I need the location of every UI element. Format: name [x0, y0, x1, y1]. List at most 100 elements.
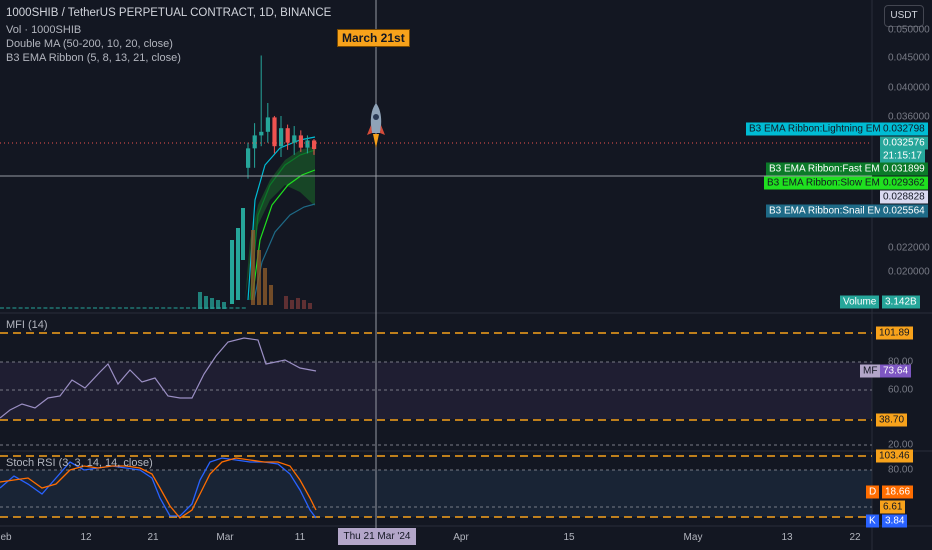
- volume-bar: [148, 307, 153, 309]
- stoch-rsi-pane[interactable]: [0, 455, 872, 519]
- mfi-lower-band-value: 38.70: [876, 413, 908, 427]
- fast-ema-line: [249, 149, 316, 301]
- stoch-rsi-label[interactable]: Stoch RSI (3, 3, 14, 14, close): [6, 457, 153, 469]
- mfi-tick: 20.00: [888, 439, 914, 451]
- volume-bar: [308, 303, 312, 309]
- volume-bar: [210, 298, 214, 309]
- volume-bar: [229, 307, 234, 309]
- candle-body: [298, 135, 303, 148]
- candle-body: [236, 228, 240, 300]
- x-tick: 22: [849, 532, 861, 543]
- volume-bar: [235, 307, 240, 309]
- candle-body: [246, 148, 251, 168]
- mfi-tick: 60.00: [888, 384, 914, 396]
- crosshair: [0, 0, 872, 528]
- volume-bar: [99, 307, 104, 309]
- volume-bar: [86, 307, 91, 309]
- slow-ema-label: B3 EMA Ribbon:Slow EMA: [764, 176, 890, 190]
- volume-bar: [111, 307, 116, 309]
- stoch-k-line: [0, 457, 317, 519]
- volume-bar: [269, 285, 273, 305]
- slow-ema-value: 0.029362: [880, 176, 928, 190]
- x-tick: eb: [0, 532, 12, 543]
- ema-ribbon-fill: [245, 146, 315, 300]
- rocket-icon: [367, 103, 385, 148]
- x-tick: 13: [781, 532, 793, 543]
- volume-bar: [241, 307, 246, 309]
- volume-bar: [117, 307, 122, 309]
- price-pane[interactable]: [0, 55, 872, 309]
- volume-bar: [6, 307, 11, 309]
- volume-bar: [302, 300, 306, 309]
- volume-bar: [167, 307, 172, 309]
- volume-bar: [130, 307, 135, 309]
- x-tick: Apr: [453, 532, 469, 543]
- volume-bar: [251, 230, 255, 305]
- stoch-k-value: 3.84: [882, 514, 908, 528]
- volume-bar: [55, 307, 60, 309]
- x-tick: 21: [147, 532, 159, 543]
- mf-label: MF: [860, 364, 881, 378]
- stoch-k-label: K: [866, 514, 879, 528]
- candle-body: [272, 117, 277, 147]
- legend-double-ma[interactable]: Double MA (50-200, 10, 20, close): [6, 38, 173, 50]
- candle-body: [265, 117, 270, 132]
- volume-bar: [222, 302, 226, 309]
- volume-bar: [12, 307, 17, 309]
- march-21st-annotation: March 21st: [337, 29, 410, 47]
- candle-body: [285, 128, 290, 143]
- volume-bar: [155, 307, 159, 309]
- legend-volume[interactable]: Vol · 1000SHIB: [6, 24, 82, 36]
- candle-body: [241, 208, 245, 260]
- stoch-lower-band-value: 6.61: [880, 500, 906, 514]
- candle-body: [305, 140, 310, 148]
- candle-body: [259, 131, 264, 136]
- x-tick: 15: [563, 532, 575, 543]
- volume-value: 3.142B: [882, 295, 920, 309]
- volume-bar: [24, 307, 29, 309]
- candle-body: [292, 135, 297, 143]
- mfi-line: [0, 337, 317, 419]
- stoch-d-value: 18.66: [882, 485, 914, 499]
- x-tick: Mar: [216, 532, 234, 543]
- price-tick: 0.040000: [888, 82, 930, 94]
- candle-body: [279, 128, 284, 147]
- candle-body: [230, 240, 234, 304]
- mf-value: 73.64: [880, 364, 912, 378]
- volume-bar: [49, 307, 54, 309]
- volume-bar: [0, 307, 4, 309]
- price-tick: 0.050000: [888, 24, 930, 36]
- volume-bar: [105, 307, 110, 309]
- symbol-title[interactable]: 1000SHIB / TetherUS PERPETUAL CONTRACT, …: [6, 7, 332, 19]
- bar-countdown: 21:15:17: [880, 149, 925, 163]
- mfi-label[interactable]: MFI (14): [6, 319, 48, 331]
- volume-bar: [161, 307, 166, 309]
- candle-body: [312, 140, 317, 150]
- volume-bar: [80, 307, 85, 309]
- crosshair-price: 0.028828: [880, 190, 928, 204]
- volume-bar: [62, 307, 66, 309]
- volume-bar: [257, 250, 261, 305]
- x-tick: 11: [294, 532, 306, 543]
- x-tick: 12: [80, 532, 92, 543]
- snail-ema-value: 0.025564: [880, 204, 928, 218]
- volume-bar: [18, 307, 23, 309]
- volume-bar: [136, 307, 141, 309]
- price-tick: 0.045000: [888, 52, 930, 64]
- mfi-pane[interactable]: [0, 332, 872, 446]
- volume-bar: [37, 307, 42, 309]
- price-tick: 0.036000: [888, 111, 930, 123]
- legend-ema-ribbon[interactable]: B3 EMA Ribbon (5, 8, 13, 21, close): [6, 52, 181, 64]
- stoch-band-fill: [0, 470, 872, 517]
- fast-ema-label: B3 EMA Ribbon:Fast EMA: [766, 162, 890, 176]
- volume-bar: [68, 307, 73, 309]
- currency-button[interactable]: USDT: [884, 5, 924, 27]
- lightning-ema-value: 0.032798: [880, 122, 928, 136]
- stoch-d-label: D: [866, 485, 880, 499]
- mfi-tick: 80.00: [888, 356, 914, 368]
- volume-bar: [216, 300, 220, 309]
- volume-bar: [124, 307, 128, 309]
- volume-bar: [43, 307, 48, 309]
- volume-bar: [31, 307, 35, 309]
